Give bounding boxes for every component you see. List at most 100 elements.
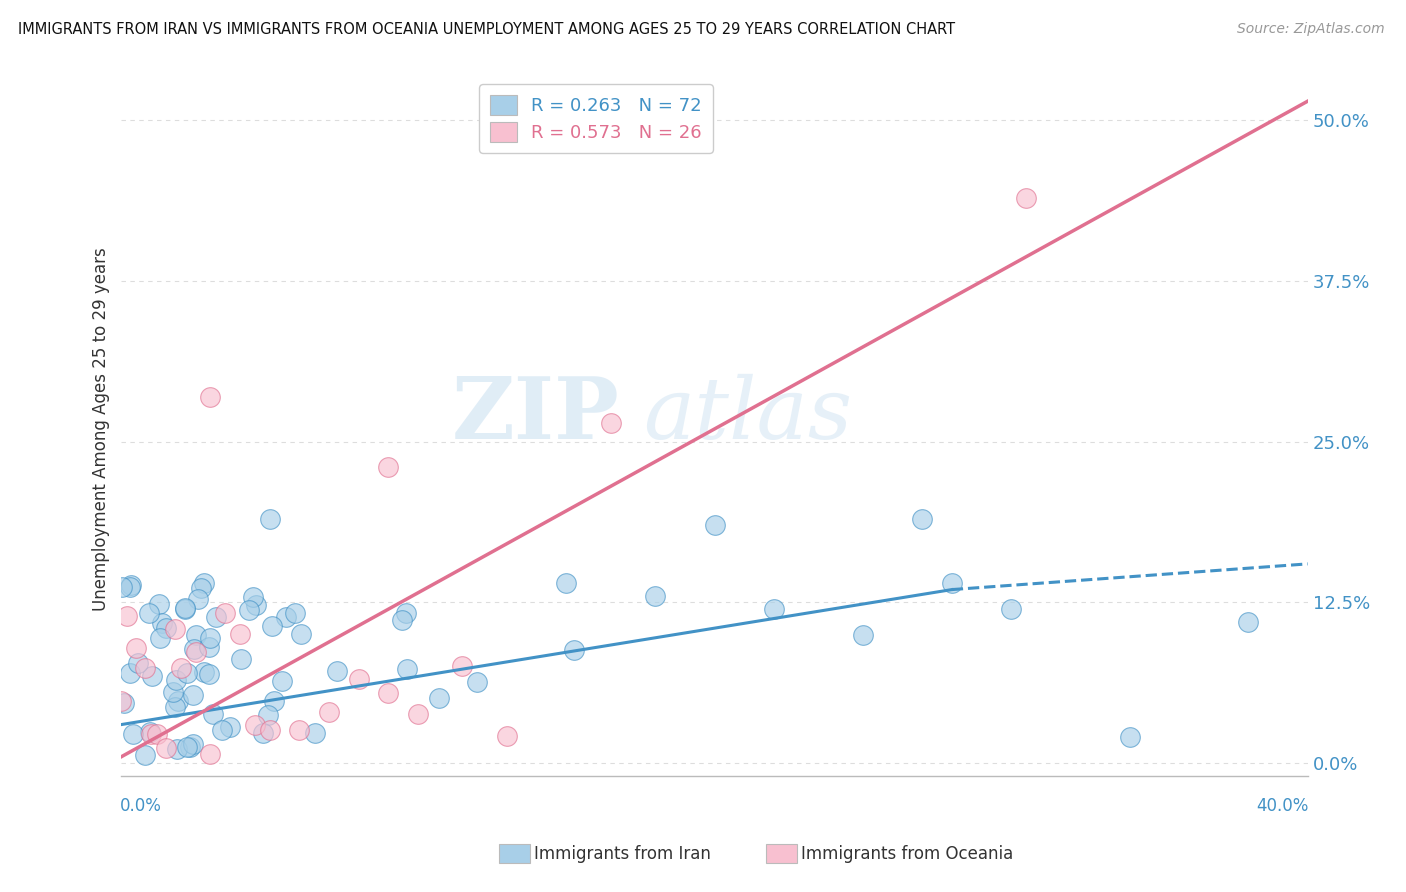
Point bbox=[326, 664, 349, 678]
Point bbox=[427, 691, 450, 706]
Point bbox=[179, 740, 201, 755]
Point bbox=[274, 609, 297, 624]
Point bbox=[134, 748, 156, 763]
Point bbox=[176, 739, 198, 754]
Point bbox=[219, 720, 242, 734]
Point bbox=[183, 641, 205, 656]
Point bbox=[122, 726, 145, 740]
Point bbox=[181, 688, 204, 702]
Point bbox=[181, 737, 204, 751]
Point bbox=[288, 723, 311, 737]
Point bbox=[290, 627, 312, 641]
Point bbox=[138, 606, 160, 620]
Point bbox=[155, 621, 177, 635]
Point bbox=[263, 694, 285, 708]
Point bbox=[391, 613, 413, 627]
Point bbox=[911, 512, 934, 526]
Text: Source: ZipAtlas.com: Source: ZipAtlas.com bbox=[1237, 22, 1385, 37]
Text: atlas: atlas bbox=[644, 374, 852, 457]
Point bbox=[1119, 731, 1142, 745]
Point bbox=[257, 708, 280, 723]
Point bbox=[186, 628, 208, 642]
Y-axis label: Unemployment Among Ages 25 to 29 years: Unemployment Among Ages 25 to 29 years bbox=[93, 247, 110, 611]
Point bbox=[762, 602, 785, 616]
Point bbox=[190, 581, 212, 595]
Point bbox=[270, 674, 292, 689]
Point bbox=[110, 580, 132, 594]
Point bbox=[165, 673, 187, 687]
Point bbox=[187, 592, 209, 607]
Text: 40.0%: 40.0% bbox=[1257, 797, 1309, 814]
Point bbox=[173, 602, 195, 616]
Point bbox=[347, 672, 370, 686]
Point bbox=[163, 622, 186, 636]
Point bbox=[200, 747, 222, 761]
Point bbox=[406, 706, 429, 721]
Text: ZIP: ZIP bbox=[451, 373, 620, 457]
Point bbox=[451, 659, 474, 673]
Point bbox=[193, 665, 215, 679]
Point bbox=[120, 580, 142, 594]
Point bbox=[184, 645, 207, 659]
Point bbox=[852, 627, 875, 641]
Legend: R = 0.263   N = 72, R = 0.573   N = 26: R = 0.263 N = 72, R = 0.573 N = 26 bbox=[479, 84, 713, 153]
Point bbox=[318, 705, 340, 719]
Point bbox=[193, 576, 215, 591]
Point bbox=[198, 640, 221, 655]
Point bbox=[238, 603, 260, 617]
Point bbox=[200, 390, 222, 404]
Text: Immigrants from Oceania: Immigrants from Oceania bbox=[801, 845, 1014, 863]
Point bbox=[555, 576, 578, 591]
Point bbox=[202, 707, 225, 722]
Point bbox=[174, 600, 197, 615]
Point bbox=[245, 599, 267, 613]
Point bbox=[496, 729, 519, 743]
Point bbox=[284, 607, 307, 621]
Point bbox=[243, 718, 266, 732]
Point bbox=[395, 662, 418, 676]
Point bbox=[599, 416, 621, 430]
Point bbox=[377, 686, 399, 700]
Point bbox=[214, 607, 236, 621]
Point bbox=[150, 616, 173, 631]
Point bbox=[941, 576, 963, 591]
Point bbox=[644, 589, 666, 603]
Point bbox=[465, 675, 488, 690]
Point bbox=[252, 726, 274, 740]
Point bbox=[114, 696, 136, 710]
Text: Immigrants from Iran: Immigrants from Iran bbox=[534, 845, 711, 863]
Point bbox=[162, 685, 184, 699]
Point bbox=[134, 661, 156, 675]
Point bbox=[242, 590, 264, 604]
Point bbox=[176, 666, 198, 681]
Point bbox=[148, 597, 170, 611]
Point bbox=[198, 631, 221, 645]
Point bbox=[304, 726, 326, 740]
Point bbox=[120, 578, 142, 592]
Point bbox=[170, 661, 193, 675]
Point bbox=[562, 643, 585, 657]
Point bbox=[259, 723, 281, 737]
Point bbox=[204, 610, 226, 624]
Point bbox=[110, 694, 132, 708]
Point bbox=[167, 694, 190, 708]
Point bbox=[262, 618, 284, 632]
Point bbox=[139, 726, 162, 740]
Point bbox=[166, 742, 188, 756]
Point bbox=[139, 725, 162, 739]
Point bbox=[259, 512, 281, 526]
Point bbox=[229, 626, 252, 640]
Point bbox=[1237, 615, 1260, 629]
Point bbox=[395, 607, 418, 621]
Point bbox=[149, 631, 172, 645]
Point bbox=[703, 518, 725, 533]
Point bbox=[118, 666, 141, 681]
Text: IMMIGRANTS FROM IRAN VS IMMIGRANTS FROM OCEANIA UNEMPLOYMENT AMONG AGES 25 TO 29: IMMIGRANTS FROM IRAN VS IMMIGRANTS FROM … bbox=[18, 22, 956, 37]
Point bbox=[155, 741, 177, 756]
Point bbox=[146, 726, 169, 740]
Point bbox=[198, 666, 221, 681]
Text: 0.0%: 0.0% bbox=[121, 797, 162, 814]
Point bbox=[165, 700, 187, 714]
Point bbox=[117, 609, 139, 624]
Point bbox=[1000, 602, 1022, 616]
